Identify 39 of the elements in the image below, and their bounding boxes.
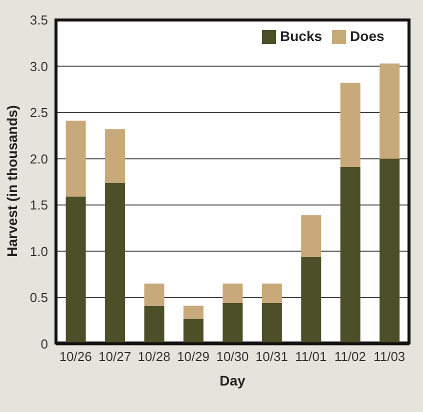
x-tick-label: 11/01 bbox=[295, 348, 327, 364]
y-tick-label: 2.0 bbox=[30, 151, 48, 166]
y-tick-label: 0 bbox=[40, 336, 48, 352]
bar bbox=[380, 63, 400, 159]
bar bbox=[66, 120, 86, 197]
legend-label: Bucks bbox=[280, 28, 322, 44]
bar bbox=[222, 303, 243, 344]
bar bbox=[183, 306, 204, 319]
bar bbox=[105, 129, 126, 183]
y-tick-label: 3.5 bbox=[30, 12, 48, 28]
x-tick-label: 10/27 bbox=[98, 348, 132, 364]
bar bbox=[183, 318, 204, 344]
bar bbox=[66, 196, 86, 344]
y-tick-label: 1.0 bbox=[30, 244, 48, 259]
bar bbox=[222, 284, 243, 304]
x-tick-label: 11/03 bbox=[374, 348, 406, 364]
bar bbox=[380, 158, 400, 344]
bar bbox=[262, 284, 282, 304]
x-tick-label: 10/29 bbox=[177, 348, 210, 364]
bar bbox=[262, 303, 282, 344]
bar bbox=[301, 215, 322, 257]
x-axis-title: Day bbox=[220, 372, 246, 389]
bar bbox=[144, 284, 164, 306]
bar bbox=[105, 182, 126, 344]
y-tick-label: 0.5 bbox=[30, 290, 48, 306]
y-tick-label: 2.5 bbox=[30, 105, 48, 120]
legend-label: Does bbox=[350, 28, 384, 44]
x-tick-label: 11/02 bbox=[334, 348, 366, 364]
x-tick-label: 10/26 bbox=[59, 348, 92, 364]
bar bbox=[340, 82, 360, 168]
bar bbox=[340, 167, 360, 344]
bar bbox=[301, 256, 322, 344]
x-tick-label: 10/31 bbox=[255, 348, 288, 364]
bar bbox=[144, 306, 164, 344]
y-axis-title: Harvest (in thousands) bbox=[4, 105, 20, 257]
x-tick-label: 10/28 bbox=[138, 348, 170, 364]
y-tick-label: 1.5 bbox=[30, 198, 48, 213]
y-tick-label: 3.0 bbox=[30, 58, 48, 74]
x-tick-label: 10/30 bbox=[216, 348, 249, 364]
